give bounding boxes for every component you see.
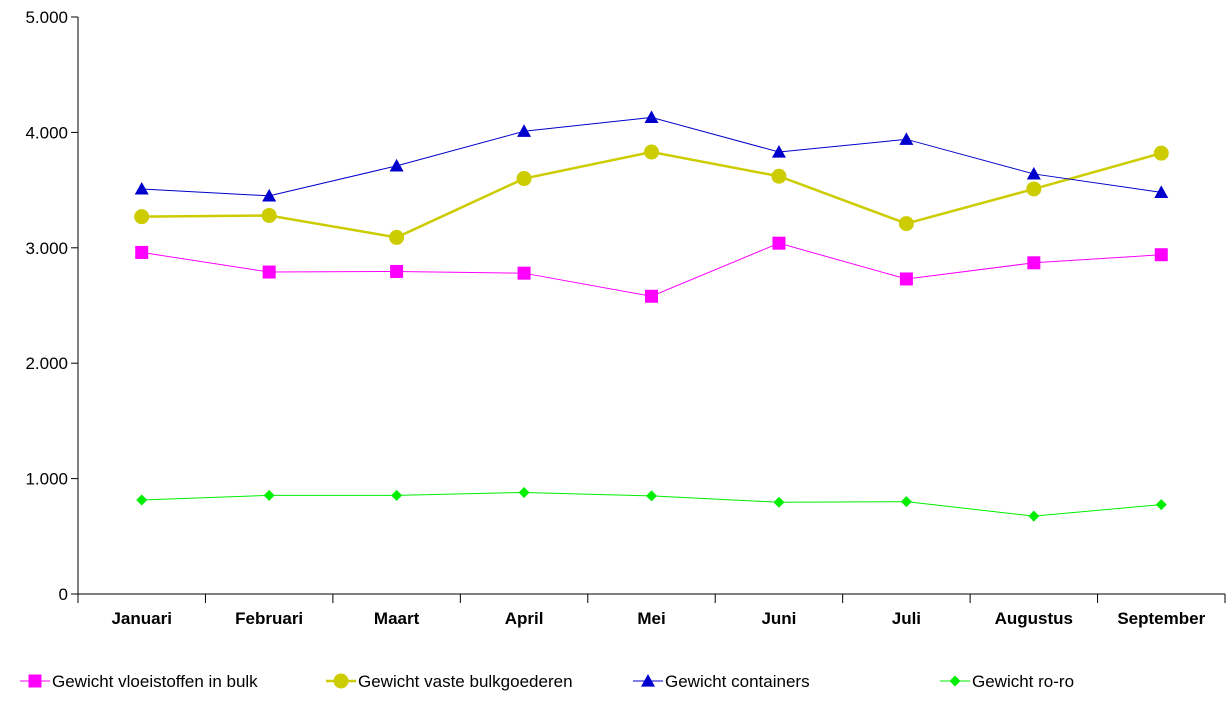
data-point <box>772 236 786 250</box>
data-point <box>134 209 150 225</box>
data-point <box>518 486 530 498</box>
data-point <box>263 489 275 501</box>
legend-item-3: Gewicht ro-ro <box>940 672 1074 691</box>
data-point <box>1028 510 1040 522</box>
data-point <box>898 216 914 232</box>
y-tick-label: 4.000 <box>25 123 68 142</box>
data-point <box>390 264 404 278</box>
data-point <box>135 245 149 259</box>
legend-marker <box>28 674 42 688</box>
legend-marker <box>949 675 961 687</box>
x-tick-label: September <box>1117 609 1205 628</box>
series-layer <box>134 110 1169 522</box>
data-point <box>1155 499 1167 511</box>
axes: 0 1.000 2.000 3.000 4.000 5.000 Januari Februar… <box>25 8 1226 628</box>
x-tick-label: April <box>505 609 544 628</box>
legend-label: Gewicht vaste bulkgoederen <box>358 672 573 691</box>
data-point <box>899 132 914 145</box>
data-point <box>1026 181 1042 197</box>
data-point <box>389 158 404 172</box>
legend-marker <box>641 674 655 687</box>
x-tick-label: Januari <box>111 609 171 628</box>
y-tick-label: 3.000 <box>25 239 68 258</box>
x-tick-label: Maart <box>374 609 420 628</box>
data-point <box>645 289 658 303</box>
y-tick-label: 2.000 <box>25 354 68 373</box>
series-1 <box>134 144 1169 245</box>
data-point <box>900 496 912 508</box>
data-point <box>516 171 532 187</box>
data-point <box>262 265 276 279</box>
y-tick-label: 5.000 <box>25 8 68 27</box>
data-point <box>644 144 659 160</box>
data-point <box>517 124 532 137</box>
x-tick-label: Juni <box>761 609 796 628</box>
x-tick-label: Mei <box>637 609 665 628</box>
data-point <box>1154 185 1169 199</box>
data-point <box>261 207 277 223</box>
series-line <box>141 242 1162 297</box>
data-point <box>773 496 785 508</box>
data-point <box>899 272 913 286</box>
series-3 <box>136 486 1167 522</box>
legend-item-2: Gewicht containers <box>633 672 810 691</box>
data-point <box>1153 145 1169 161</box>
x-tick-label: Februari <box>235 609 303 628</box>
data-point <box>262 188 277 202</box>
data-point <box>389 229 405 245</box>
legend-item-0: Gewicht vloeistoffen in bulk <box>20 672 258 691</box>
legend-item-1: Gewicht vaste bulkgoederen <box>326 672 573 691</box>
x-tick-label: Augustus <box>995 609 1073 628</box>
data-point <box>517 266 531 280</box>
legend: Gewicht vloeistoffen in bulk Gewicht vast… <box>20 672 1074 691</box>
legend-label: Gewicht vloeistoffen in bulk <box>52 672 258 691</box>
legend-label: Gewicht ro-ro <box>972 672 1074 691</box>
data-point <box>644 110 659 123</box>
series-line <box>141 150 1162 239</box>
data-point <box>1026 166 1041 180</box>
data-point <box>646 490 657 502</box>
y-tick-label: 0 <box>59 585 68 604</box>
data-point <box>1027 256 1041 270</box>
series-2 <box>134 110 1169 202</box>
data-point <box>771 168 787 184</box>
legend-label: Gewicht containers <box>665 672 810 691</box>
y-tick-label: 1.000 <box>25 470 68 489</box>
series-0 <box>135 236 1168 303</box>
data-point <box>134 181 149 195</box>
data-point <box>1154 248 1168 262</box>
data-point <box>771 145 786 158</box>
legend-marker <box>333 673 349 689</box>
data-point <box>136 494 148 506</box>
data-point <box>391 489 403 501</box>
x-tick-label: Juli <box>892 609 921 628</box>
